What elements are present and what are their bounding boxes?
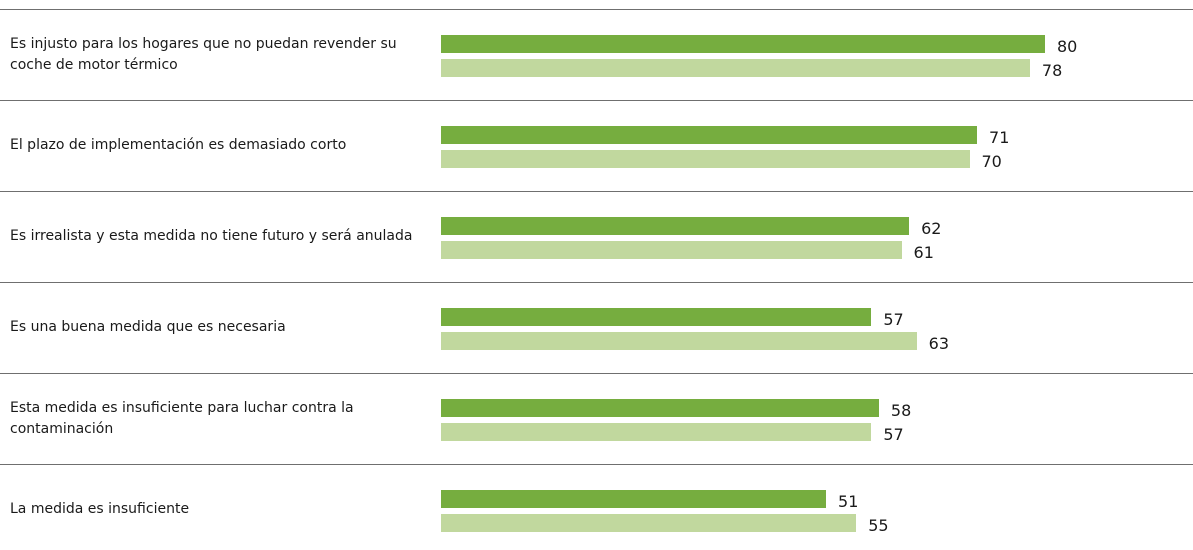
bar [441, 490, 827, 508]
bar [441, 126, 978, 144]
value-label: 63 [928, 334, 949, 353]
value-label: 70 [981, 152, 1002, 171]
category-label: Es injusto para los hogares que no pueda… [10, 35, 397, 73]
category-label: Esta medida es insuficiente para luchar … [10, 399, 354, 437]
value-label: 57 [883, 310, 904, 329]
category-label: El plazo de implementación es demasiado … [10, 137, 347, 153]
row-divider [0, 9, 1193, 10]
bar [441, 241, 902, 259]
row-divider [0, 464, 1193, 465]
category-label: Es irrealista y esta medida no tiene fut… [10, 228, 413, 244]
value-label: 55 [868, 516, 889, 535]
value-label: 80 [1057, 37, 1078, 56]
value-label: 58 [890, 401, 912, 420]
value-label: 61 [913, 243, 934, 262]
bar [441, 514, 857, 532]
row-divider [0, 100, 1193, 101]
category-label: Es una buena medida que es necesaria [10, 319, 286, 335]
bar [441, 217, 910, 235]
value-label: 78 [1041, 61, 1063, 80]
row-divider [0, 191, 1193, 192]
value-label: 51 [838, 492, 859, 511]
value-label: 62 [921, 219, 942, 238]
bar [441, 150, 970, 168]
bar [441, 399, 879, 417]
category-label: La medida es insuficiente [10, 501, 190, 517]
value-label: 71 [989, 128, 1010, 147]
bar [441, 423, 872, 441]
row-divider [0, 282, 1193, 283]
bar [441, 332, 917, 350]
bar [441, 308, 872, 326]
row-divider [0, 373, 1193, 374]
bar [441, 59, 1030, 77]
value-label: 57 [883, 425, 904, 444]
bar [441, 35, 1045, 53]
